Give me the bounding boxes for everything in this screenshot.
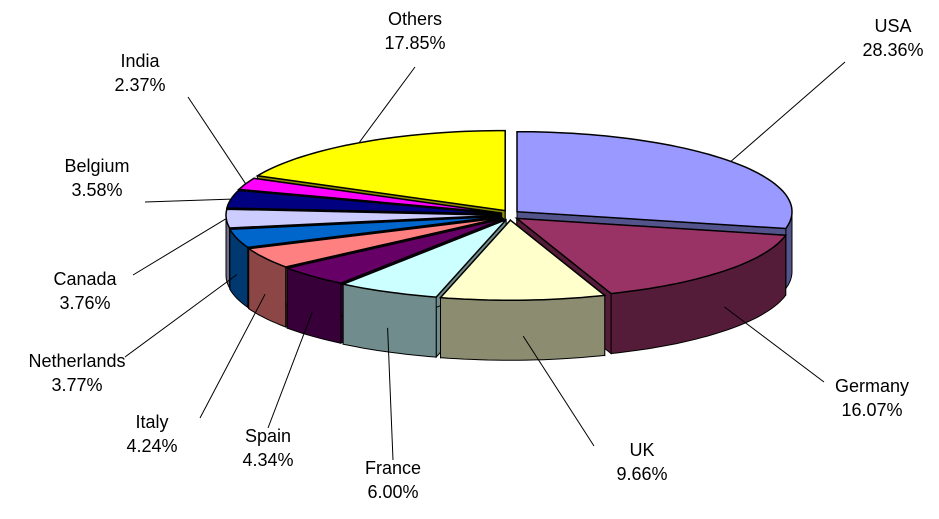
category-label: Others [388, 9, 442, 29]
category-label: Italy [135, 412, 168, 432]
value-label: 16.07% [841, 400, 902, 420]
value-label: 3.58% [71, 180, 122, 200]
category-label: USA [874, 16, 911, 36]
leader-line [522, 335, 595, 447]
category-label: Netherlands [28, 351, 125, 371]
slice [514, 217, 788, 295]
leader-line [267, 312, 313, 429]
leader-line [199, 293, 266, 419]
category-label: Belgium [64, 156, 129, 176]
category-label: Canada [53, 269, 117, 289]
slice [516, 130, 793, 230]
leader-line [730, 61, 846, 162]
value-label: 28.36% [862, 40, 923, 60]
leader-line [144, 198, 232, 203]
slice [246, 216, 503, 268]
value-label: 6.00% [367, 482, 418, 502]
value-label: 9.66% [616, 464, 667, 484]
leader-line [723, 306, 825, 383]
slice [228, 215, 502, 249]
slice [340, 219, 507, 298]
value-label: 4.24% [126, 436, 177, 456]
leader-line [358, 66, 416, 144]
category-label: Spain [245, 426, 291, 446]
category-label: Germany [835, 376, 909, 396]
slice [284, 218, 504, 284]
category-label: France [365, 458, 421, 478]
value-label: 3.77% [51, 375, 102, 395]
slice-side [440, 294, 606, 361]
slice [438, 219, 607, 301]
value-label: 2.37% [114, 75, 165, 95]
leader-line [387, 327, 394, 461]
category-label: India [120, 51, 160, 71]
category-label: UK [629, 440, 654, 460]
value-label: 4.34% [242, 450, 293, 470]
leader-line [124, 274, 238, 358]
leader-line [187, 96, 247, 185]
value-label: 17.85% [384, 33, 445, 53]
value-label: 3.76% [59, 293, 110, 313]
leader-line [132, 218, 227, 276]
